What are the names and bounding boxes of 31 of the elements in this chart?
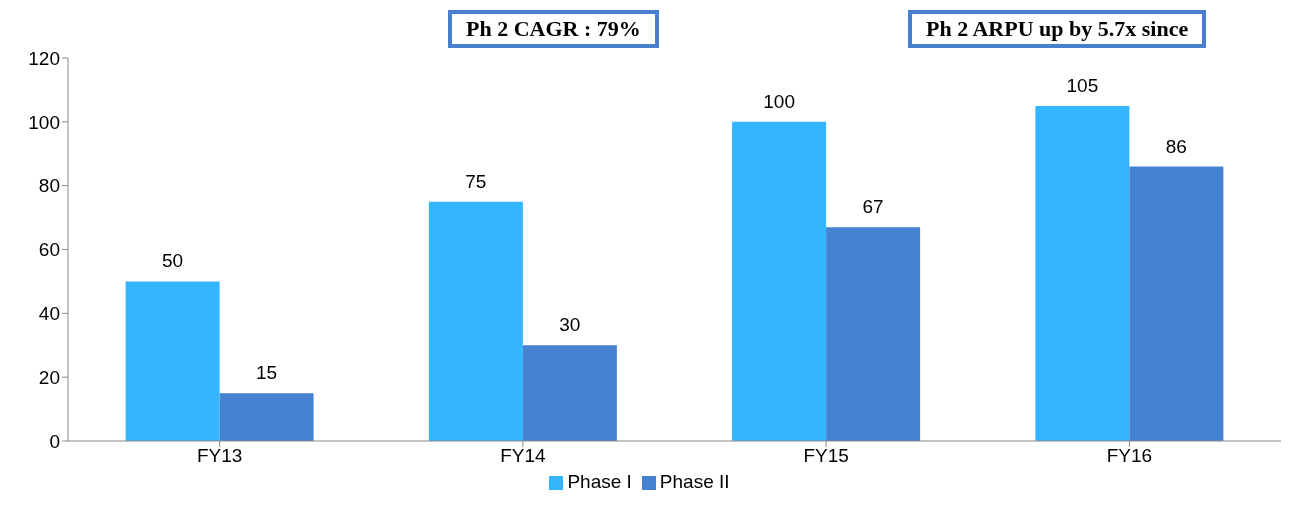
bar bbox=[826, 227, 921, 441]
data-label: 30 bbox=[559, 314, 581, 336]
data-label: 86 bbox=[1165, 135, 1187, 157]
text-box: Ph 2 CAGR : 79% bbox=[448, 10, 659, 48]
text-box: Ph 2 ARPU up by 5.7x since bbox=[908, 10, 1207, 48]
bar bbox=[219, 393, 314, 441]
x-tick-label: FY13 bbox=[196, 445, 243, 467]
data-label: 75 bbox=[465, 170, 487, 192]
y-tick-label: 120 bbox=[28, 47, 60, 69]
bar bbox=[428, 201, 523, 441]
data-label: 100 bbox=[763, 90, 795, 112]
y-tick-label: 80 bbox=[38, 175, 60, 197]
bar bbox=[522, 345, 617, 441]
data-label: 67 bbox=[862, 196, 884, 218]
x-tick-label: FY16 bbox=[1106, 445, 1153, 467]
y-tick-label: 60 bbox=[38, 239, 60, 261]
bar bbox=[1129, 166, 1224, 441]
x-tick-label: FY15 bbox=[803, 445, 849, 467]
y-tick-label: 100 bbox=[28, 111, 60, 133]
x-tick-label: FY14 bbox=[500, 445, 547, 467]
legend-label: Phase I bbox=[567, 471, 632, 492]
data-label: 15 bbox=[256, 362, 278, 384]
data-label: 50 bbox=[162, 250, 184, 272]
y-tick-label: 40 bbox=[38, 303, 60, 325]
bar bbox=[125, 281, 220, 441]
y-tick-label: 20 bbox=[38, 366, 60, 388]
bar bbox=[1035, 105, 1130, 441]
data-label: 105 bbox=[1066, 74, 1099, 96]
bar bbox=[732, 121, 827, 441]
y-tick-label: 0 bbox=[49, 430, 60, 452]
legend-label: Phase II bbox=[659, 471, 730, 492]
